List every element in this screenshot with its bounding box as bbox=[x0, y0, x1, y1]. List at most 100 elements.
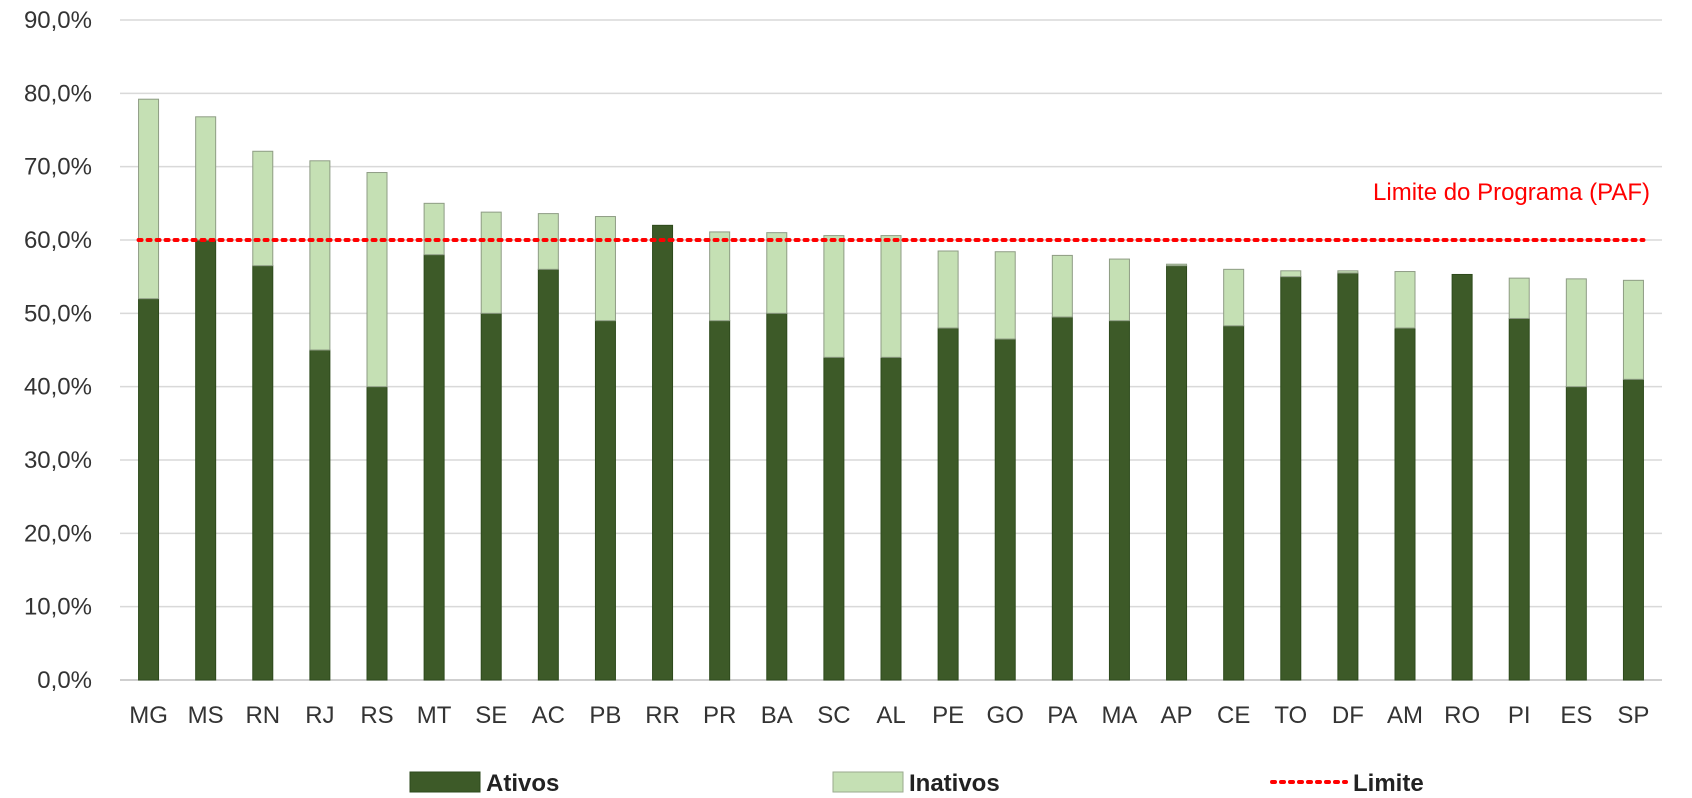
x-tick-label: MS bbox=[188, 702, 224, 729]
y-tick-label: 30,0% bbox=[24, 447, 92, 474]
x-tick-label: SE bbox=[475, 702, 507, 729]
bar-inativos-pr bbox=[709, 231, 731, 322]
y-tick-label: 20,0% bbox=[24, 520, 92, 547]
x-tick-label: SC bbox=[817, 702, 850, 729]
bar-inativos-to bbox=[1280, 270, 1302, 278]
bar-ativos-se bbox=[480, 312, 502, 681]
y-tick-label: 50,0% bbox=[24, 300, 92, 327]
bar-ativos-mg bbox=[138, 298, 160, 681]
x-tick-label: RJ bbox=[305, 702, 334, 729]
limit-line-group: Limite do Programa (PAF) bbox=[136, 179, 1650, 242]
x-tick-label: RS bbox=[360, 702, 393, 729]
bar-inativos-se bbox=[480, 211, 502, 314]
x-tick-label: TO bbox=[1274, 702, 1307, 729]
bar-inativos-pi bbox=[1508, 277, 1530, 319]
x-tick-label: PE bbox=[932, 702, 964, 729]
bar-inativos-df bbox=[1337, 270, 1359, 274]
bar-ativos-rj bbox=[309, 349, 331, 681]
legend-swatch-inativos bbox=[832, 771, 904, 793]
x-tick-label: DF bbox=[1332, 702, 1364, 729]
y-axis: 0,0% 10,0% 20,0% 30,0% 40,0% 50,0% 60,0% 70,0% 8… bbox=[24, 7, 92, 694]
bar-ativos-go bbox=[994, 338, 1016, 681]
x-tick-label: RR bbox=[645, 702, 680, 729]
bar-ativos-sp bbox=[1622, 378, 1644, 681]
bar-ativos-ce bbox=[1223, 325, 1245, 681]
y-tick-label: 40,0% bbox=[24, 374, 92, 401]
y-tick-label: 70,0% bbox=[24, 154, 92, 181]
bars bbox=[138, 98, 1644, 681]
x-tick-label: MA bbox=[1101, 702, 1137, 729]
x-tick-label: MG bbox=[129, 702, 168, 729]
x-tick-label: AP bbox=[1161, 702, 1193, 729]
x-tick-label: RN bbox=[245, 702, 280, 729]
x-tick-label: RO bbox=[1444, 702, 1480, 729]
y-tick-label: 90,0% bbox=[24, 7, 92, 34]
bar-inativos-ba bbox=[766, 232, 788, 314]
legend-swatch-ativos bbox=[409, 771, 481, 793]
bar-inativos-ma bbox=[1108, 258, 1130, 322]
bar-ativos-df bbox=[1337, 272, 1359, 681]
bar-ativos-pa bbox=[1051, 316, 1073, 681]
bar-ativos-am bbox=[1394, 327, 1416, 681]
y-tick-label: 60,0% bbox=[24, 227, 92, 254]
x-tick-label: CE bbox=[1217, 702, 1250, 729]
x-axis: MG MS RN RJ RS MT SE AC PB RR PR BA SC AL PE GO PA MA AP CE… bbox=[129, 702, 1649, 729]
bar-inativos-pb bbox=[594, 216, 616, 322]
legend-label-inativos: Inativos bbox=[909, 770, 1000, 797]
bar-inativos-mg bbox=[138, 98, 160, 300]
x-tick-label: PA bbox=[1047, 702, 1077, 729]
x-tick-label: BA bbox=[761, 702, 793, 729]
bar-ativos-ms bbox=[195, 239, 217, 681]
bar-ativos-pi bbox=[1508, 317, 1530, 681]
x-tick-label: GO bbox=[987, 702, 1024, 729]
bar-inativos-rs bbox=[366, 172, 388, 388]
bar-ativos-ba bbox=[766, 312, 788, 681]
bar-ativos-al bbox=[880, 356, 902, 681]
bar-inativos-sp bbox=[1622, 279, 1644, 380]
bar-ativos-ap bbox=[1166, 265, 1188, 681]
x-tick-label: AC bbox=[532, 702, 565, 729]
y-tick-label: 0,0% bbox=[37, 667, 92, 694]
bar-ativos-pe bbox=[937, 327, 959, 681]
x-tick-label: MT bbox=[417, 702, 452, 729]
x-tick-label: PR bbox=[703, 702, 736, 729]
bar-inativos-am bbox=[1394, 271, 1416, 329]
bar-ativos-pr bbox=[709, 320, 731, 681]
bar-inativos-pe bbox=[937, 250, 959, 329]
bar-inativos-ap bbox=[1166, 263, 1188, 267]
bar-ativos-rs bbox=[366, 386, 388, 681]
limit-annotation: Limite do Programa (PAF) bbox=[1373, 179, 1650, 206]
x-tick-label: PI bbox=[1508, 702, 1531, 729]
bar-ativos-ac bbox=[537, 268, 559, 681]
bar-inativos-pa bbox=[1051, 254, 1073, 318]
x-tick-label: AL bbox=[876, 702, 905, 729]
legend-label-ativos: Ativos bbox=[486, 770, 559, 797]
bar-inativos-go bbox=[994, 251, 1016, 340]
x-tick-label: ES bbox=[1560, 702, 1592, 729]
bar-inativos-es bbox=[1565, 278, 1587, 388]
bar-inativos-sc bbox=[823, 235, 845, 358]
bar-inativos-al bbox=[880, 235, 902, 358]
bar-inativos-rj bbox=[309, 160, 331, 351]
bar-inativos-ce bbox=[1223, 268, 1245, 327]
bar-ativos-rr bbox=[652, 224, 674, 681]
legend-label-limite: Limite bbox=[1353, 770, 1424, 797]
bar-ativos-es bbox=[1565, 386, 1587, 681]
bar-ativos-sc bbox=[823, 356, 845, 681]
bar-inativos-ms bbox=[195, 116, 217, 241]
bar-ativos-ma bbox=[1108, 320, 1130, 681]
bar-ativos-to bbox=[1280, 276, 1302, 681]
bar-ativos-rn bbox=[252, 265, 274, 681]
legend: Ativos Inativos Limite bbox=[409, 770, 1424, 797]
bar-ativos-pb bbox=[594, 320, 616, 681]
bar-ativos-ro bbox=[1451, 273, 1473, 681]
x-tick-label: AM bbox=[1387, 702, 1423, 729]
bar-inativos-rn bbox=[252, 150, 274, 267]
x-tick-label: SP bbox=[1617, 702, 1649, 729]
y-tick-label: 80,0% bbox=[24, 80, 92, 107]
bar-inativos-mt bbox=[423, 202, 445, 256]
y-tick-label: 10,0% bbox=[24, 594, 92, 621]
bar-ativos-mt bbox=[423, 254, 445, 681]
x-tick-label: PB bbox=[589, 702, 621, 729]
